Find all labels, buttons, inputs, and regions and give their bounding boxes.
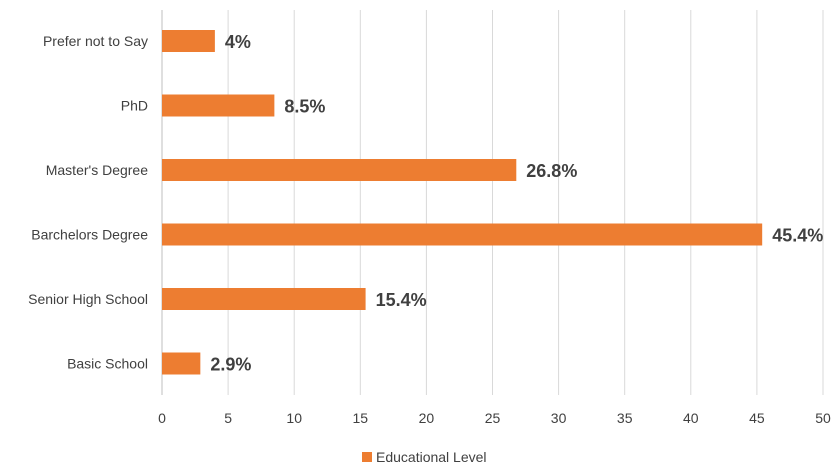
x-tick-label: 15 <box>353 410 369 426</box>
bar <box>162 352 201 375</box>
category-label: Barchelors Degree <box>31 227 148 243</box>
category-label: Prefer not to Say <box>43 33 148 49</box>
bar <box>162 94 275 117</box>
legend-swatch <box>362 452 372 462</box>
category-label: PhD <box>121 98 148 114</box>
data-labels: 4% 8.5% 26.8% 45.4% 15.4% 2.9% <box>210 32 823 375</box>
x-axis-ticks: 0 5 10 15 20 25 30 35 40 45 50 <box>158 410 831 426</box>
x-tick-label: 5 <box>224 410 232 426</box>
x-tick-label: 50 <box>815 410 831 426</box>
x-tick-label: 45 <box>749 410 765 426</box>
bar <box>162 288 366 310</box>
category-label: Basic School <box>67 356 148 372</box>
data-label: 8.5% <box>284 97 325 117</box>
data-label: 2.9% <box>210 355 251 375</box>
category-label: Master's Degree <box>46 162 148 178</box>
x-tick-label: 35 <box>617 410 633 426</box>
x-tick-label: 0 <box>158 410 166 426</box>
bar <box>162 223 763 246</box>
data-label: 45.4% <box>772 226 823 246</box>
category-labels: Prefer not to Say PhD Master's Degree Barch… <box>28 33 148 372</box>
data-label: 26.8% <box>526 161 577 181</box>
bars <box>162 30 763 375</box>
data-label: 15.4% <box>376 290 427 310</box>
bar <box>162 30 215 52</box>
gridlines <box>161 10 824 395</box>
legend: Educational Level <box>362 449 487 465</box>
x-tick-label: 10 <box>286 410 302 426</box>
x-tick-label: 40 <box>683 410 699 426</box>
data-label: 4% <box>225 32 251 52</box>
x-tick-label: 30 <box>551 410 567 426</box>
category-label: Senior High School <box>28 291 148 307</box>
x-tick-label: 20 <box>419 410 435 426</box>
x-tick-label: 25 <box>485 410 501 426</box>
bar <box>162 159 517 181</box>
legend-label: Educational Level <box>376 449 487 465</box>
